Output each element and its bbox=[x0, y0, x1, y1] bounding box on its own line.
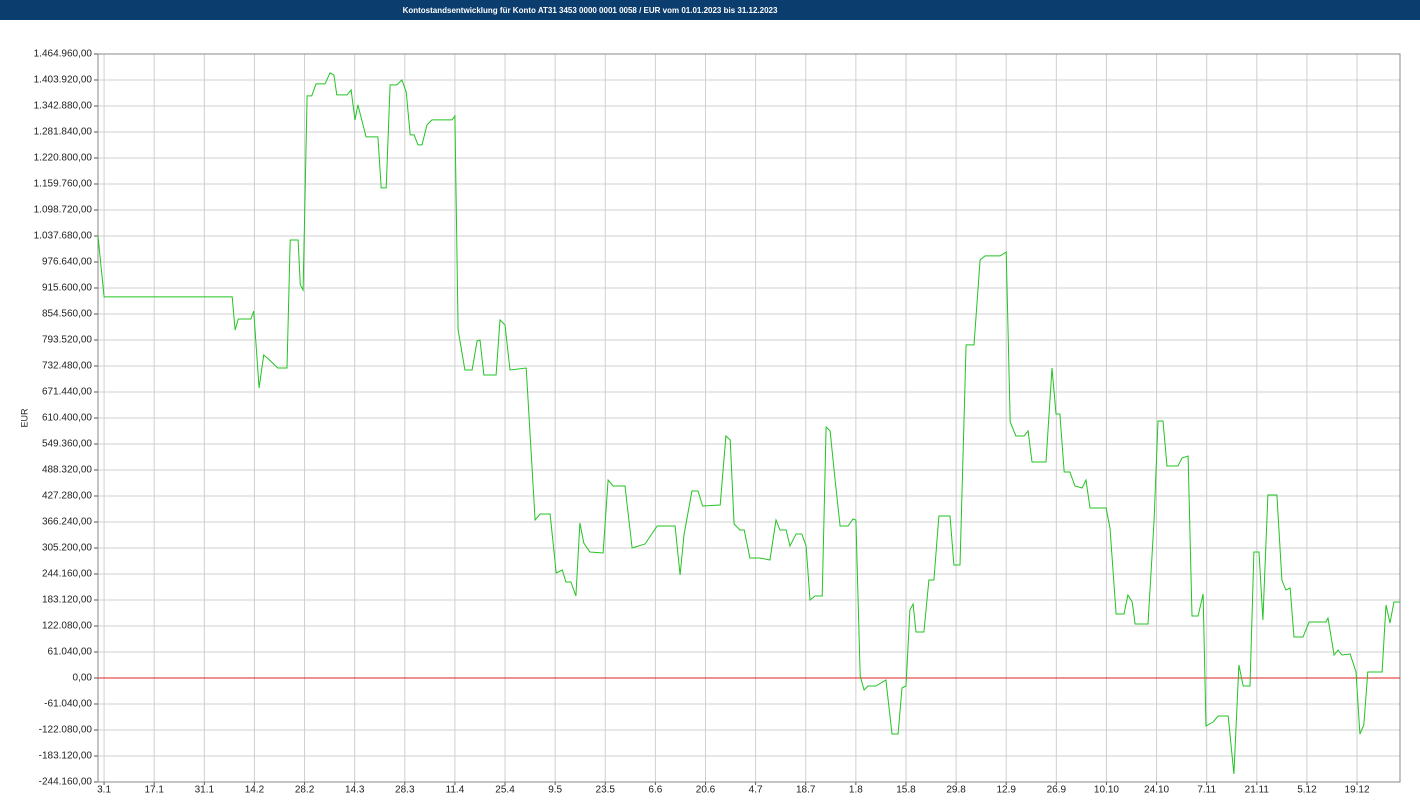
y-tick-label: -183.120,00 bbox=[39, 751, 93, 762]
y-tick-label: 976.640,00 bbox=[42, 257, 92, 268]
y-tick-label: 305.200,00 bbox=[42, 543, 92, 554]
x-tick-label: 15.8 bbox=[896, 785, 916, 796]
x-tick-label: 10.10 bbox=[1094, 785, 1119, 796]
y-tick-label: 854.560,00 bbox=[42, 309, 92, 320]
y-tick-label: 915.600,00 bbox=[42, 283, 92, 294]
x-tick-label: 31.1 bbox=[195, 785, 215, 796]
y-tick-label: 122.080,00 bbox=[42, 621, 92, 632]
x-tick-label: 14.2 bbox=[245, 785, 265, 796]
y-axis-label: EUR bbox=[19, 408, 29, 428]
y-tick-label: 732.480,00 bbox=[42, 361, 92, 372]
x-tick-label: 5.12 bbox=[1297, 785, 1317, 796]
x-tick-label: 20.6 bbox=[696, 785, 716, 796]
y-tick-label: 366.240,00 bbox=[42, 517, 92, 528]
x-tick-label: 26.9 bbox=[1047, 785, 1067, 796]
x-tick-label: 24.10 bbox=[1144, 785, 1169, 796]
y-tick-label: 671.440,00 bbox=[42, 387, 92, 398]
x-tick-label: 3.1 bbox=[97, 785, 111, 796]
y-tick-label: 1.464.960,00 bbox=[34, 49, 93, 60]
y-tick-label: 61.040,00 bbox=[48, 647, 93, 658]
y-tick-label: -122.080,00 bbox=[39, 725, 93, 736]
y-tick-label: 1.403.920,00 bbox=[34, 75, 93, 86]
x-tick-label: 7.11 bbox=[1197, 785, 1216, 796]
y-tick-label: 1.159.760,00 bbox=[34, 179, 93, 190]
x-tick-label: 19.12 bbox=[1345, 785, 1370, 796]
x-tick-label: 29.8 bbox=[946, 785, 966, 796]
x-tick-label: 11.4 bbox=[446, 785, 465, 796]
y-tick-label: 1.220.800,00 bbox=[34, 153, 93, 164]
y-tick-label: 0,00 bbox=[73, 673, 93, 684]
y-tick-label: -61.040,00 bbox=[44, 699, 92, 710]
balance-line bbox=[97, 72, 1400, 775]
y-tick-label: 244.160,00 bbox=[42, 569, 92, 580]
y-tick-label: 1.342.880,00 bbox=[34, 101, 93, 112]
chart-title: Kontostandsentwicklung für Konto AT31 34… bbox=[403, 6, 778, 15]
x-tick-label: 28.3 bbox=[395, 785, 415, 796]
x-tick-label: 4.7 bbox=[749, 785, 763, 796]
y-tick-label: 488.320,00 bbox=[42, 465, 92, 476]
x-tick-label: 18.7 bbox=[796, 785, 816, 796]
x-tick-label: 25.4 bbox=[495, 785, 515, 796]
title-bar bbox=[0, 0, 1420, 20]
x-tick-label: 21.11 bbox=[1245, 785, 1270, 796]
y-tick-label: 1.281.840,00 bbox=[34, 127, 93, 138]
x-tick-label: 28.2 bbox=[295, 785, 315, 796]
y-tick-label: 793.520,00 bbox=[42, 335, 92, 346]
x-tick-label: 17.1 bbox=[144, 785, 164, 796]
y-tick-label: 549.360,00 bbox=[42, 439, 92, 450]
y-tick-label: -244.160,00 bbox=[39, 777, 93, 788]
y-tick-label: 1.037.680,00 bbox=[34, 231, 93, 242]
x-tick-label: 23.5 bbox=[596, 785, 616, 796]
y-tick-label: 427.280,00 bbox=[42, 491, 92, 502]
x-tick-label: 9.5 bbox=[548, 785, 562, 796]
y-tick-label: 610.400,00 bbox=[42, 413, 92, 424]
y-tick-label: 183.120,00 bbox=[42, 595, 92, 606]
y-tick-label: 1.098.720,00 bbox=[34, 205, 93, 216]
plot-frame bbox=[97, 53, 1401, 783]
x-tick-label: 6.6 bbox=[648, 785, 662, 796]
x-tick-label: 14.3 bbox=[345, 785, 365, 796]
x-tick-label: 12.9 bbox=[996, 785, 1016, 796]
x-tick-label: 1.8 bbox=[849, 785, 863, 796]
